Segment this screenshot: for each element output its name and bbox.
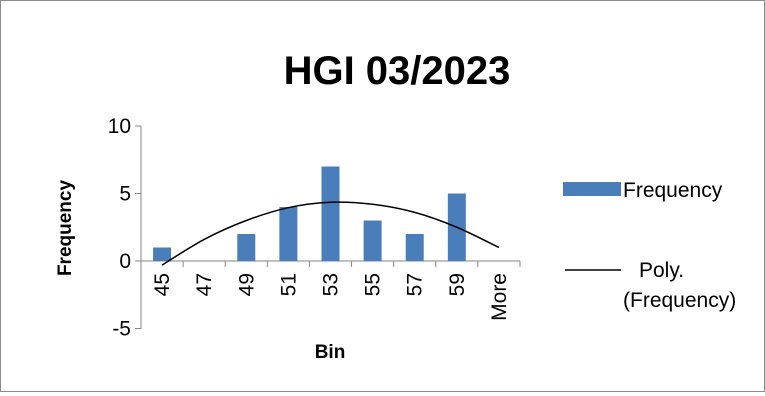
legend-label-trendline-line2: (Frequency) — [623, 289, 736, 312]
x-tick-label: 45 — [151, 273, 174, 296]
bar-49 — [237, 234, 256, 261]
x-tick-label: 57 — [404, 273, 427, 296]
bar-55 — [363, 220, 382, 261]
x-tick-label: 47 — [193, 273, 216, 296]
x-tick-label: More — [488, 273, 511, 321]
y-tick-label: 10 — [108, 115, 131, 138]
plot-area: -5 0 5 10 45 47 49 51 53 55 57 59 More — [108, 115, 521, 341]
y-ticks: -5 0 5 10 — [108, 115, 141, 341]
bar-51 — [279, 207, 298, 261]
legend: Frequency Poly. (Frequency) — [563, 179, 736, 312]
bar-53 — [321, 166, 340, 261]
legend-label-frequency: Frequency — [623, 179, 723, 202]
bar-57 — [405, 234, 424, 261]
legend-label-trendline-line1: Poly. — [639, 259, 684, 282]
chart-title: HGI 03/2023 — [284, 49, 511, 93]
y-tick-label: 5 — [119, 183, 131, 206]
y-tick-label: -5 — [112, 318, 131, 341]
x-axis-title: Bin — [315, 342, 346, 363]
legend-swatch-frequency — [563, 182, 621, 196]
y-axis-title: Frequency — [55, 180, 76, 277]
x-tick-label: 49 — [235, 273, 258, 296]
x-tick-label: 53 — [320, 273, 343, 296]
bar-45 — [153, 247, 172, 261]
x-tick-label: 51 — [277, 273, 300, 296]
trendline — [161, 201, 500, 266]
x-ticks: 45 47 49 51 53 55 57 59 More — [140, 261, 521, 321]
x-tick-label: 59 — [446, 273, 469, 296]
y-tick-label: 0 — [119, 250, 131, 273]
x-tick-label: 55 — [362, 273, 385, 296]
